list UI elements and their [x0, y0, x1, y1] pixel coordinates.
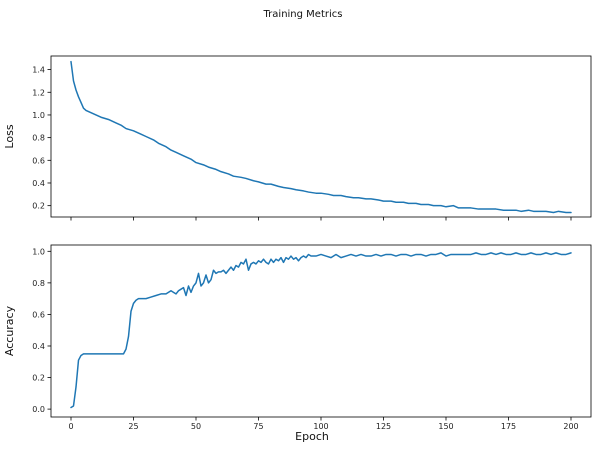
x-tick-label: 100 — [313, 422, 328, 431]
accuracy-y-tick-label: 1.0 — [32, 247, 45, 256]
x-tick-label: 200 — [563, 422, 578, 431]
loss-y-tick-label: 1.0 — [32, 111, 45, 120]
loss-y-tick-label: 0.4 — [32, 179, 45, 188]
x-tick-label: 50 — [191, 422, 201, 431]
accuracy-y-tick-label: 0.8 — [32, 279, 45, 288]
x-tick-label: 25 — [128, 422, 138, 431]
accuracy-y-tick-label: 0.2 — [32, 374, 45, 383]
x-tick-label: 125 — [376, 422, 391, 431]
accuracy-y-tick-label: 0.0 — [32, 405, 45, 414]
x-tick-label: 0 — [68, 422, 73, 431]
x-tick-label: 150 — [438, 422, 453, 431]
loss-y-tick-label: 1.4 — [32, 66, 45, 75]
accuracy-y-tick-label: 0.4 — [32, 342, 45, 351]
accuracy-y-axis-title: Accuracy — [3, 305, 16, 356]
loss-y-tick-label: 0.8 — [32, 134, 45, 143]
x-axis-title: Epoch — [295, 430, 329, 443]
accuracy-panel: 0.0 0.2 0.4 0.6 0.8 1.0 0 25 50 75 100 125 150 175 200… — [3, 244, 592, 431]
chart-title: Training Metrics — [263, 9, 343, 20]
x-tick-label: 175 — [501, 422, 516, 431]
loss-y-tick-label: 0.6 — [32, 156, 45, 165]
loss-panel: 0.2 0.4 0.6 0.8 1.0 1.2 1.4 Loss — [3, 55, 592, 221]
loss-y-tick-label: 0.2 — [32, 202, 45, 211]
x-tick-label: 75 — [253, 422, 263, 431]
loss-y-tick-label: 1.2 — [32, 88, 45, 97]
loss-y-axis-title: Loss — [3, 124, 16, 148]
accuracy-series-line — [70, 252, 572, 409]
loss-series-line — [70, 60, 572, 214]
accuracy-y-tick-label: 0.6 — [32, 310, 45, 319]
